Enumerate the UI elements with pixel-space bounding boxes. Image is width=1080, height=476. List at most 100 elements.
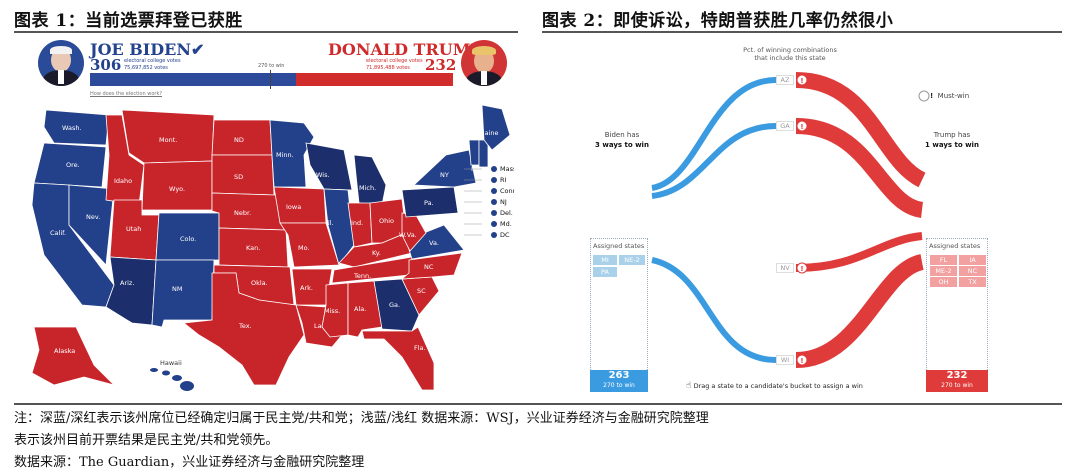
- exclamation-icon: !: [930, 92, 934, 100]
- small-state-label: RI: [500, 176, 507, 184]
- map-label: SD: [234, 173, 243, 181]
- trump-ways: Trump has 1 ways to win: [925, 131, 979, 149]
- us-map: Wash. Ore. Calif. Nev. Idaho Mont. Wyo. …: [31, 104, 514, 391]
- electoral-bar: [90, 70, 453, 89]
- map-label: NM: [172, 285, 182, 293]
- map-label: Idaho: [114, 177, 132, 185]
- map-label: Wyo.: [169, 185, 185, 193]
- state-ariz[interactable]: [105, 256, 157, 326]
- state-minn[interactable]: [269, 119, 315, 188]
- biden-chip-pa[interactable]: PA: [593, 267, 617, 277]
- biden-chip-mi[interactable]: MI: [593, 255, 617, 265]
- trump-chip-me2[interactable]: ME-2: [930, 266, 957, 276]
- biden-total-box: 263 270 to win: [590, 370, 648, 392]
- note-line-2: 表示该州目前开票结果是民主党/共和党领先。: [14, 433, 279, 448]
- small-state-dot[interactable]: [491, 221, 497, 227]
- map-label: Mont.: [159, 136, 177, 144]
- trump-chip-ia[interactable]: IA: [959, 255, 986, 265]
- small-state-dot[interactable]: [491, 210, 497, 216]
- how-election-works-link[interactable]: How does the election work?: [90, 91, 163, 97]
- state-nc[interactable]: [400, 252, 463, 280]
- small-state-dot[interactable]: [491, 166, 497, 172]
- trump-name: DONALD TRUMP: [328, 40, 483, 59]
- map-label: W.Va.: [399, 231, 417, 239]
- map-label: Ind.: [351, 219, 363, 227]
- trump-to-win: 270 to win: [941, 382, 973, 389]
- map-label: Kan.: [246, 244, 260, 252]
- state-pill-nv[interactable]: NV: [776, 263, 794, 273]
- map-label: SC: [417, 287, 426, 295]
- trump-assigned-label: Assigned states: [929, 242, 981, 250]
- chart-header: Pct. of winning combinations that includ…: [720, 46, 860, 62]
- state-pa[interactable]: [401, 186, 459, 218]
- flow-trump-nv: [795, 232, 923, 272]
- state-pill-wi[interactable]: WI: [776, 355, 794, 365]
- title-rule: [542, 31, 1062, 33]
- trump-chip-tx[interactable]: TX: [959, 277, 986, 287]
- map-label: Ore.: [66, 161, 80, 169]
- drag-hint: ☝ Drag a state to a candidate's bucket t…: [686, 381, 863, 391]
- state-idaho[interactable]: [105, 114, 145, 206]
- map-label: Ohio: [379, 217, 394, 225]
- state-va[interactable]: [405, 224, 465, 260]
- state-nm[interactable]: [151, 259, 215, 328]
- small-state-dot[interactable]: [491, 232, 497, 238]
- state-nev[interactable]: [68, 184, 115, 266]
- map-label: Colo.: [180, 235, 196, 243]
- state-mich[interactable]: [353, 154, 387, 206]
- small-state-dot[interactable]: [491, 199, 497, 205]
- header-line-1: Pct. of winning combinations: [743, 46, 837, 54]
- map-label: NY: [440, 171, 449, 179]
- notes-rule: [14, 403, 1062, 405]
- state-fla[interactable]: [361, 326, 435, 391]
- state-nh[interactable]: [478, 139, 489, 168]
- map-label: Okla.: [251, 279, 268, 287]
- trump-chip-oh[interactable]: OH: [930, 277, 957, 287]
- trump-avatar: [461, 40, 507, 86]
- note-line-3: 数据来源：The Guardian，兴业证券经济与金融研究院整理: [14, 455, 365, 470]
- small-state-label: NJ: [500, 198, 507, 206]
- small-state-dot[interactable]: [491, 188, 497, 194]
- state-vt[interactable]: [468, 139, 480, 166]
- state-pill-az[interactable]: AZ: [776, 75, 794, 85]
- state-alaska[interactable]: [31, 326, 116, 386]
- small-state-label: Md.: [500, 220, 512, 228]
- svg-text:!: !: [800, 265, 803, 273]
- state-ny[interactable]: [413, 149, 477, 188]
- map-label: Wis.: [316, 171, 330, 179]
- map-label: Hawaii: [160, 359, 182, 367]
- trump-chip-fl[interactable]: FL: [930, 255, 957, 265]
- trump-total-box: 232 270 to win: [926, 370, 988, 392]
- biden-name: JOE BIDEN✔: [90, 40, 205, 59]
- state-pill-ga[interactable]: GA: [776, 121, 794, 131]
- svg-text:!: !: [800, 357, 803, 365]
- header-line-2: that include this state: [754, 54, 826, 62]
- state-ore[interactable]: [33, 142, 107, 188]
- state-mo[interactable]: [279, 222, 340, 268]
- trump-chip-nc[interactable]: NC: [959, 266, 986, 276]
- biden-bar-fill: [90, 73, 296, 86]
- state-hawaii[interactable]: [150, 368, 194, 391]
- figure-1-title: 图表 1：当前选票拜登已获胜: [14, 11, 243, 31]
- map-label: Vt.: [454, 141, 463, 149]
- map-label: Mo.: [298, 244, 310, 252]
- small-state-dot[interactable]: [491, 177, 497, 183]
- map-label: Nev.: [86, 213, 100, 221]
- map-label: Ala.: [354, 305, 366, 313]
- small-states-legend: Mass. RI Conn. NJ Del. Md. DC: [464, 165, 514, 239]
- small-state-label: Conn.: [500, 187, 514, 195]
- trump-bucket[interactable]: Assigned states FL IA ME-2 NC OH TX 232 …: [926, 238, 988, 392]
- biden-assigned-label: Assigned states: [593, 242, 645, 250]
- biden-chip-ne2[interactable]: NE-2: [619, 255, 645, 265]
- map-label: Maine: [479, 129, 499, 137]
- state-wis[interactable]: [305, 142, 353, 191]
- flow-trump-az: [795, 72, 926, 188]
- flow-biden-ga: [651, 123, 777, 199]
- state-wash[interactable]: [43, 109, 110, 146]
- note-line-1: 注：深蓝/深红表示该州席位已经确定归属于民主党/共和党；浅蓝/浅红 数据来源：W…: [14, 411, 709, 426]
- small-state-label: Del.: [500, 209, 513, 217]
- state-maine[interactable]: [481, 104, 511, 151]
- state-tex[interactable]: [182, 272, 305, 386]
- map-label: Ill.: [326, 219, 334, 227]
- biden-bucket[interactable]: Assigned states MI NE-2 PA 263 270 to wi…: [590, 238, 648, 392]
